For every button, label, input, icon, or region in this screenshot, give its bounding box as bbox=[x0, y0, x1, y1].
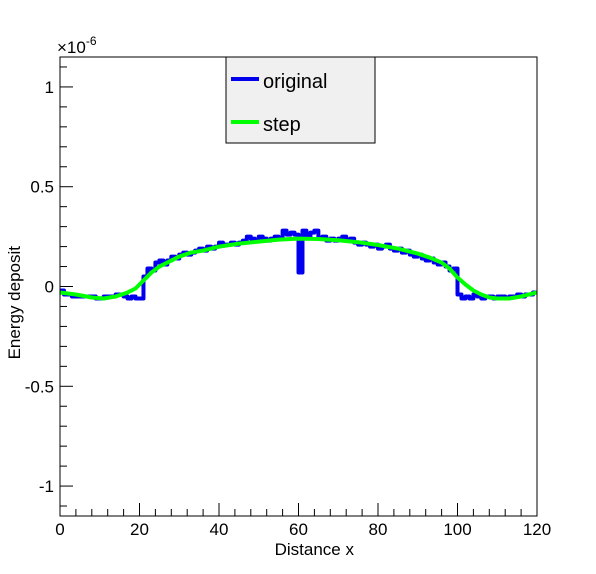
labels-layer: 0 20 40 60 80 100 120 -1 -0.5 0 0.5 1 bbox=[25, 78, 551, 539]
y-tick-label: 0 bbox=[45, 278, 54, 297]
legend-label-original: original bbox=[263, 71, 327, 93]
y-exponent-power: -6 bbox=[86, 34, 97, 48]
x-tick-label: 20 bbox=[130, 520, 149, 539]
x-tick-label: 0 bbox=[55, 520, 64, 539]
y-tick-label: 0.5 bbox=[30, 178, 54, 197]
series-line-step bbox=[59, 236, 538, 301]
y-axis-title: Energy deposit bbox=[5, 246, 24, 360]
y-tick-label: -1 bbox=[39, 477, 54, 496]
y-exponent-label: ×10-6 bbox=[57, 34, 97, 57]
x-tick-label: 40 bbox=[210, 520, 229, 539]
y-tick-label: 1 bbox=[45, 78, 54, 97]
x-tick-label: 80 bbox=[369, 520, 388, 539]
x-tick-label: 60 bbox=[289, 520, 308, 539]
x-tick-label: 120 bbox=[523, 520, 551, 539]
series-layer bbox=[59, 228, 538, 301]
legend[interactable]: original step bbox=[225, 56, 376, 144]
x-axis-title: Distance x bbox=[275, 540, 355, 559]
y-exponent-base: ×10 bbox=[57, 38, 86, 57]
legend-label-step: step bbox=[263, 114, 301, 136]
y-tick-label: -0.5 bbox=[25, 377, 54, 396]
legend-box bbox=[225, 56, 376, 144]
x-tick-label: 100 bbox=[443, 520, 471, 539]
ticks-layer bbox=[59, 66, 538, 516]
